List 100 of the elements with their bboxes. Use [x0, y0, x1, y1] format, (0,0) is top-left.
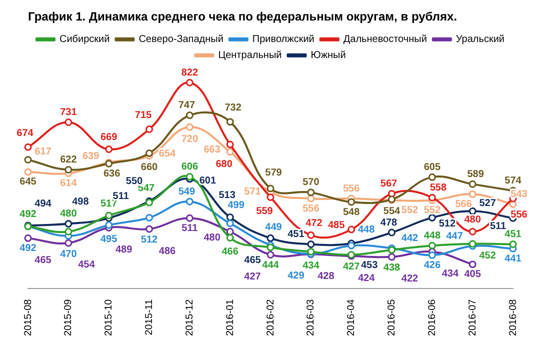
data-label: 448 [424, 230, 441, 242]
data-label: 480 [60, 208, 78, 220]
point [226, 214, 234, 222]
point [307, 240, 315, 248]
data-label: 574 [504, 175, 522, 186]
data-label: 478 [380, 217, 398, 228]
point [146, 214, 153, 222]
point [226, 148, 234, 156]
point [186, 78, 194, 86]
point [226, 228, 234, 236]
point [146, 125, 153, 133]
x-tick-label: 2015-11 [144, 298, 155, 336]
x-tick-label: 2016-01 [224, 298, 236, 336]
x-tick-label: 2015-09 [63, 298, 74, 336]
data-label: 480 [464, 214, 482, 226]
data-label: 732 [224, 102, 242, 114]
data-label: 601 [199, 176, 216, 187]
point [388, 190, 396, 198]
data-label: 498 [72, 196, 90, 208]
point [64, 239, 72, 247]
point [468, 180, 476, 188]
point [428, 242, 436, 250]
point [388, 228, 396, 236]
data-label: 567 [380, 178, 398, 190]
data-label: 589 [467, 168, 484, 180]
legend-label: Сибирский [59, 34, 110, 46]
legend-label: Уральский [456, 34, 505, 46]
point [186, 123, 194, 131]
data-label: 715 [134, 110, 152, 121]
data-label: 422 [401, 274, 419, 285]
data-label: 579 [265, 167, 282, 178]
point [186, 112, 194, 120]
data-label: 434 [442, 268, 459, 280]
data-label: 466 [222, 246, 239, 258]
data-label: 489 [115, 244, 133, 256]
point [146, 225, 153, 233]
point [468, 207, 476, 215]
point [24, 234, 32, 242]
x-tick-label: 2016-05 [386, 298, 398, 336]
data-label: 660 [140, 162, 158, 173]
data-label: 605 [424, 162, 441, 173]
data-label: 405 [464, 269, 482, 280]
data-label: 454 [78, 260, 96, 271]
point [226, 220, 234, 228]
point [348, 226, 356, 234]
data-label: 470 [60, 248, 78, 260]
data-label: 452 [479, 250, 496, 262]
data-label: 449 [265, 222, 282, 233]
data-label: 451 [288, 229, 305, 240]
data-label: 645 [20, 176, 37, 188]
data-label: 606 [181, 161, 198, 172]
data-label: 512 [140, 234, 158, 246]
point [307, 248, 315, 256]
point [348, 198, 356, 206]
data-label: 549 [178, 186, 196, 198]
point [468, 260, 476, 268]
data-label: 663 [204, 144, 221, 156]
data-label: 548 [342, 206, 360, 218]
point [266, 250, 274, 258]
data-label: 617 [34, 146, 52, 158]
legend-label: Приволжский [252, 34, 314, 46]
data-label: 558 [430, 182, 447, 194]
data-label: 442 [401, 232, 419, 244]
data-label: 494 [34, 198, 52, 210]
data-label: 654 [158, 148, 176, 160]
x-tick-label: 2016-06 [426, 298, 438, 336]
legend-label: Южный [310, 50, 346, 62]
point [146, 149, 153, 157]
data-label: 669 [100, 132, 118, 144]
data-label: 424 [358, 272, 376, 284]
data-label: 492 [20, 243, 37, 254]
point [24, 168, 32, 176]
point [428, 214, 436, 222]
data-label: 428 [318, 271, 335, 282]
point [226, 118, 234, 126]
data-label: 492 [20, 209, 37, 220]
point [64, 220, 72, 228]
point [266, 244, 274, 252]
point [307, 188, 315, 196]
data-label: 472 [306, 218, 323, 229]
x-tick-label: 2016-04 [346, 298, 358, 336]
data-label: 614 [60, 178, 78, 189]
data-label: 552 [424, 205, 441, 216]
data-label: 427 [342, 261, 360, 272]
data-label: 674 [16, 128, 34, 139]
point [105, 212, 113, 220]
data-label: 680 [216, 159, 233, 170]
point [64, 228, 72, 236]
point [186, 172, 194, 180]
data-label: 512 [438, 218, 456, 230]
data-label: 622 [60, 154, 78, 166]
data-label: 513 [218, 190, 236, 202]
point [226, 234, 234, 242]
point [468, 228, 476, 236]
point [307, 194, 315, 202]
point [428, 251, 436, 259]
data-label: 571 [244, 186, 262, 198]
data-label: 731 [60, 107, 78, 118]
point [24, 156, 32, 164]
x-tick-label: 2016-03 [306, 298, 317, 336]
